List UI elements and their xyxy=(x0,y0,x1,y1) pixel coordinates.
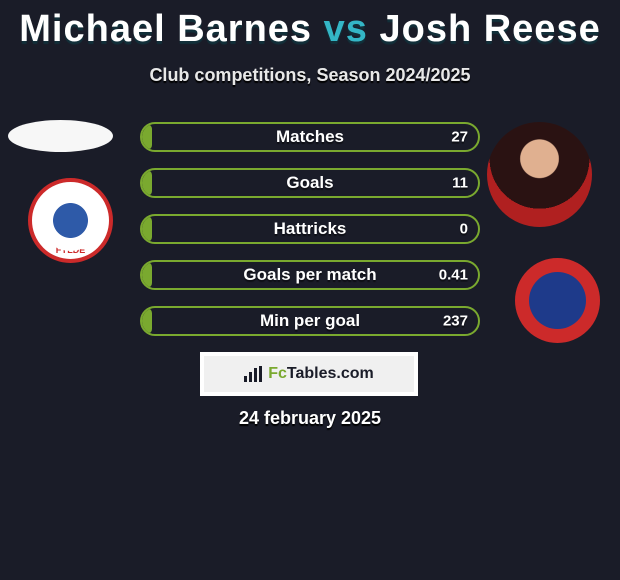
stat-right-value: 11 xyxy=(452,175,468,192)
player2-avatar xyxy=(487,122,592,227)
stat-row-mpg: Min per goal 237 xyxy=(140,306,480,336)
date-label: 24 february 2025 xyxy=(0,408,620,429)
subtitle: Club competitions, Season 2024/2025 xyxy=(0,65,620,86)
title-player1: Michael Barnes xyxy=(19,8,312,50)
player1-club-badge: FYLDE xyxy=(28,178,113,263)
title-player2: Josh Reese xyxy=(379,8,600,50)
stat-right-value: 0.41 xyxy=(439,267,468,284)
stat-label: Goals per match xyxy=(142,265,478,285)
stat-row-gpm: Goals per match 0.41 xyxy=(140,260,480,290)
stat-row-goals: Goals 11 xyxy=(140,168,480,198)
brand-suffix: Tables.com xyxy=(287,365,374,382)
stat-right-value: 27 xyxy=(451,129,468,146)
stat-label: Min per goal xyxy=(142,311,478,331)
stat-row-matches: Matches 27 xyxy=(140,122,480,152)
stat-label: Hattricks xyxy=(142,219,478,239)
stat-right-value: 0 xyxy=(460,221,468,238)
brand-prefix: Fc xyxy=(268,365,287,382)
stat-right-value: 237 xyxy=(443,313,468,330)
player1-avatar xyxy=(8,120,113,152)
stats-panel: Matches 27 Goals 11 Hattricks 0 Goals pe… xyxy=(140,122,480,352)
bar-chart-icon xyxy=(244,366,262,382)
stat-row-hattricks: Hattricks 0 xyxy=(140,214,480,244)
brand-name: FcTables.com xyxy=(268,365,374,383)
player2-club-badge xyxy=(515,258,600,343)
hammers-icon xyxy=(529,272,586,329)
stat-label: Matches xyxy=(142,127,478,147)
title-vs: vs xyxy=(324,8,368,50)
page-title: Michael Barnes vs Josh Reese xyxy=(0,0,620,51)
brand-box: FcTables.com xyxy=(200,352,418,396)
stat-label: Goals xyxy=(142,173,478,193)
player1-badge-text: FYLDE xyxy=(32,245,109,255)
